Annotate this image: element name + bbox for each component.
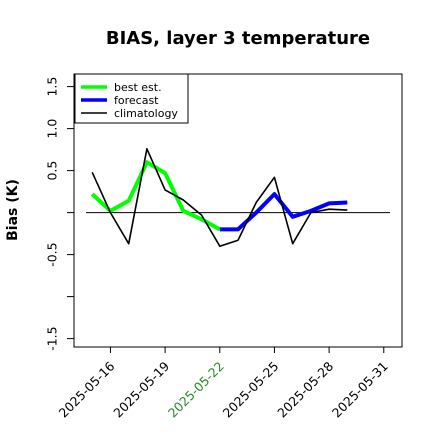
y-axis-label: Bias (K) [5, 179, 21, 241]
legend-label: best est. [114, 81, 162, 94]
x-tick-label: 2025-05-31 [329, 359, 391, 421]
series-line-best-est [90, 160, 221, 232]
y-tick-label: 0.5 [44, 161, 59, 181]
legend-label: climatology [114, 107, 178, 120]
x-tick-label: 2025-05-22 [165, 359, 227, 421]
series-line-climatology [91, 148, 348, 247]
x-tick-label: 2025-05-28 [274, 358, 336, 420]
x-tick-label: 2025-05-16 [56, 358, 118, 420]
series-group [90, 148, 348, 247]
y-tick-label: -0.5 [44, 242, 59, 266]
axes-group: -1.5-0.50.51.01.52025-05-162025-05-19202… [44, 77, 391, 421]
legend-label: forecast [114, 94, 159, 107]
y-tick-label: -1.5 [44, 326, 59, 350]
y-tick-label: 1.5 [44, 77, 59, 97]
plot-area-frame [73, 73, 403, 348]
series-line-forecast [219, 192, 348, 232]
chart-title: BIAS, layer 3 temperature [106, 28, 370, 49]
x-tick-label: 2025-05-19 [110, 358, 172, 420]
x-tick-label: 2025-05-25 [220, 359, 282, 421]
y-tick-label: 1.0 [44, 119, 59, 139]
